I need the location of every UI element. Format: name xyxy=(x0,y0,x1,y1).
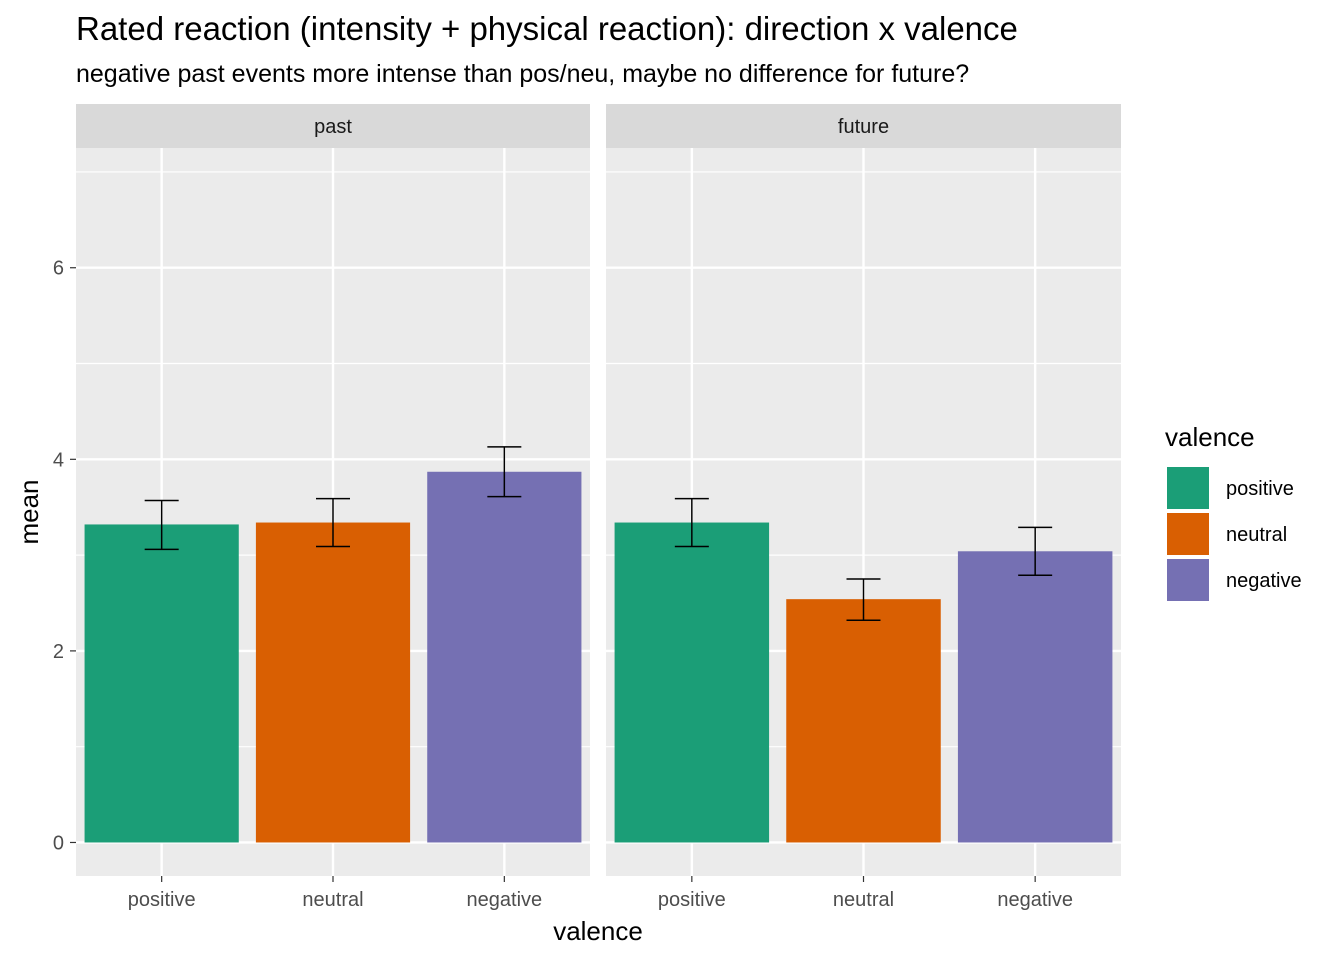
x-tick-label: negative xyxy=(997,889,1073,911)
y-tick-label: 4 xyxy=(53,449,64,471)
legend-key-neutral xyxy=(1167,513,1209,555)
bar-past-positive xyxy=(84,524,239,843)
facet-strip xyxy=(606,104,1121,148)
facet-strip-label: future xyxy=(838,116,889,138)
chart-subtitle: negative past events more intense than p… xyxy=(76,60,969,88)
bar-past-neutral xyxy=(255,522,411,843)
y-tick-label: 2 xyxy=(53,641,64,663)
error-bar-past-positive xyxy=(144,499,179,551)
facet-strip xyxy=(76,104,590,148)
legend-key-negative xyxy=(1167,559,1209,601)
bar-future-neutral xyxy=(786,599,941,843)
error-bar-past-neutral xyxy=(316,497,350,548)
y-axis-title: mean xyxy=(14,479,44,544)
chart-title: Rated reaction (intensity + physical rea… xyxy=(76,10,1018,47)
y-tick-label: 0 xyxy=(53,832,64,854)
facet-strip-label: past xyxy=(314,116,352,138)
legend-label: neutral xyxy=(1226,524,1287,546)
x-axis-title: valence xyxy=(553,916,643,946)
legend-key-positive xyxy=(1167,467,1209,509)
y-axis: 0 2 4 6 xyxy=(53,258,76,854)
legend-label: positive xyxy=(1226,478,1294,500)
y-tick-label: 6 xyxy=(53,258,64,280)
x-tick-label: neutral xyxy=(833,889,894,911)
bar-future-negative xyxy=(957,551,1113,843)
facet-panel-past: positive neutral negative past xyxy=(76,104,590,911)
facet-panels: positive neutral negative past positive neutr… xyxy=(76,104,1121,911)
error-bar-future-positive xyxy=(674,497,709,548)
bar-past-negative xyxy=(427,471,582,843)
x-tick-label: neutral xyxy=(302,889,363,911)
error-bar-future-negative xyxy=(1018,526,1053,576)
facet-panel-future: positive neutral negative future xyxy=(606,104,1121,911)
legend: valence positive neutral negative xyxy=(1165,422,1302,603)
x-tick-label: positive xyxy=(128,889,196,911)
error-bar-past-negative xyxy=(487,446,522,498)
legend-title: valence xyxy=(1165,422,1255,452)
error-bar-future-neutral xyxy=(846,578,881,621)
x-tick-label: negative xyxy=(467,889,543,911)
x-tick-label: positive xyxy=(658,889,726,911)
bar-future-positive xyxy=(614,522,770,843)
legend-label: negative xyxy=(1226,570,1302,592)
